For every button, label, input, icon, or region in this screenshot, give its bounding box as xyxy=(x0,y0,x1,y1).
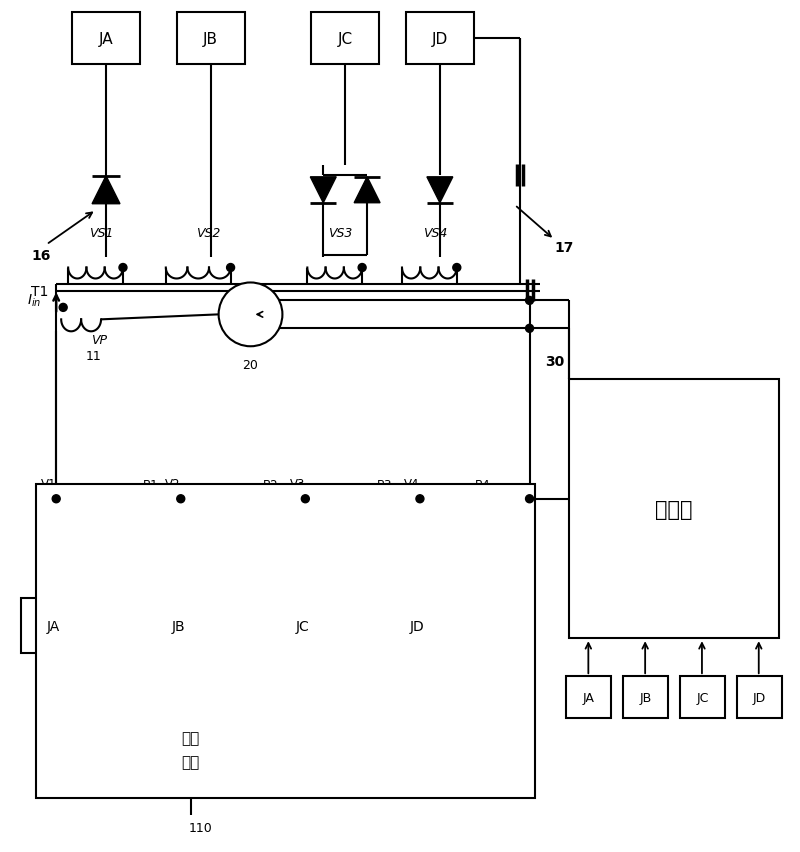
Circle shape xyxy=(526,297,534,305)
Bar xyxy=(146,599,210,653)
Circle shape xyxy=(526,495,534,504)
Circle shape xyxy=(52,495,60,504)
Text: JA: JA xyxy=(583,691,594,704)
Text: JD: JD xyxy=(432,32,448,47)
Bar xyxy=(570,380,778,638)
Circle shape xyxy=(119,264,127,272)
Text: B3: B3 xyxy=(378,479,393,492)
Text: V1: V1 xyxy=(41,478,56,491)
Text: JA: JA xyxy=(47,619,60,633)
Text: JB: JB xyxy=(639,691,652,704)
Text: VP: VP xyxy=(91,333,107,347)
Bar xyxy=(385,599,450,653)
Text: B2: B2 xyxy=(262,479,278,492)
Text: T1: T1 xyxy=(30,285,48,299)
Text: 11: 11 xyxy=(86,349,102,362)
Text: 充电: 充电 xyxy=(182,730,200,745)
Text: $I_{in}$: $I_{in}$ xyxy=(27,292,42,308)
Text: JC: JC xyxy=(296,619,310,633)
Circle shape xyxy=(177,495,185,504)
Polygon shape xyxy=(354,177,380,204)
Text: 电路: 电路 xyxy=(182,754,200,769)
Text: 17: 17 xyxy=(554,240,574,254)
Text: 16: 16 xyxy=(31,248,50,262)
Text: 20: 20 xyxy=(242,359,258,371)
Polygon shape xyxy=(310,177,336,204)
Circle shape xyxy=(416,495,424,504)
Bar xyxy=(72,14,140,65)
Circle shape xyxy=(59,304,67,312)
Text: V2: V2 xyxy=(165,478,181,491)
Text: 控制器: 控制器 xyxy=(655,499,693,519)
Text: 110: 110 xyxy=(189,821,213,834)
Circle shape xyxy=(302,495,310,504)
Bar xyxy=(311,14,379,65)
Bar xyxy=(270,599,335,653)
Text: V3: V3 xyxy=(290,478,305,491)
Bar xyxy=(177,14,245,65)
Polygon shape xyxy=(92,176,120,204)
Bar xyxy=(623,676,668,718)
Bar xyxy=(566,676,611,718)
Bar xyxy=(406,14,474,65)
Circle shape xyxy=(218,283,282,347)
Circle shape xyxy=(453,264,461,272)
Text: JD: JD xyxy=(410,619,425,633)
Text: JD: JD xyxy=(753,691,766,704)
Bar xyxy=(680,676,725,718)
Text: VS4: VS4 xyxy=(422,227,447,240)
Bar xyxy=(22,599,86,653)
Text: B4: B4 xyxy=(475,479,490,492)
Circle shape xyxy=(526,325,534,333)
Text: 30: 30 xyxy=(545,354,564,369)
Text: JB: JB xyxy=(171,619,185,633)
Polygon shape xyxy=(427,177,453,204)
Text: JC: JC xyxy=(696,691,709,704)
Text: VS2: VS2 xyxy=(197,227,221,240)
Text: VS1: VS1 xyxy=(89,227,114,240)
Bar xyxy=(737,676,782,718)
Text: JA: JA xyxy=(98,32,114,47)
Text: JB: JB xyxy=(203,32,218,47)
Text: V4: V4 xyxy=(404,478,420,491)
Circle shape xyxy=(226,264,234,272)
Circle shape xyxy=(358,264,366,272)
Text: VS3: VS3 xyxy=(328,227,352,240)
Text: JC: JC xyxy=(338,32,353,47)
Bar xyxy=(36,484,534,797)
Text: B1: B1 xyxy=(143,479,158,492)
Bar xyxy=(106,703,275,793)
